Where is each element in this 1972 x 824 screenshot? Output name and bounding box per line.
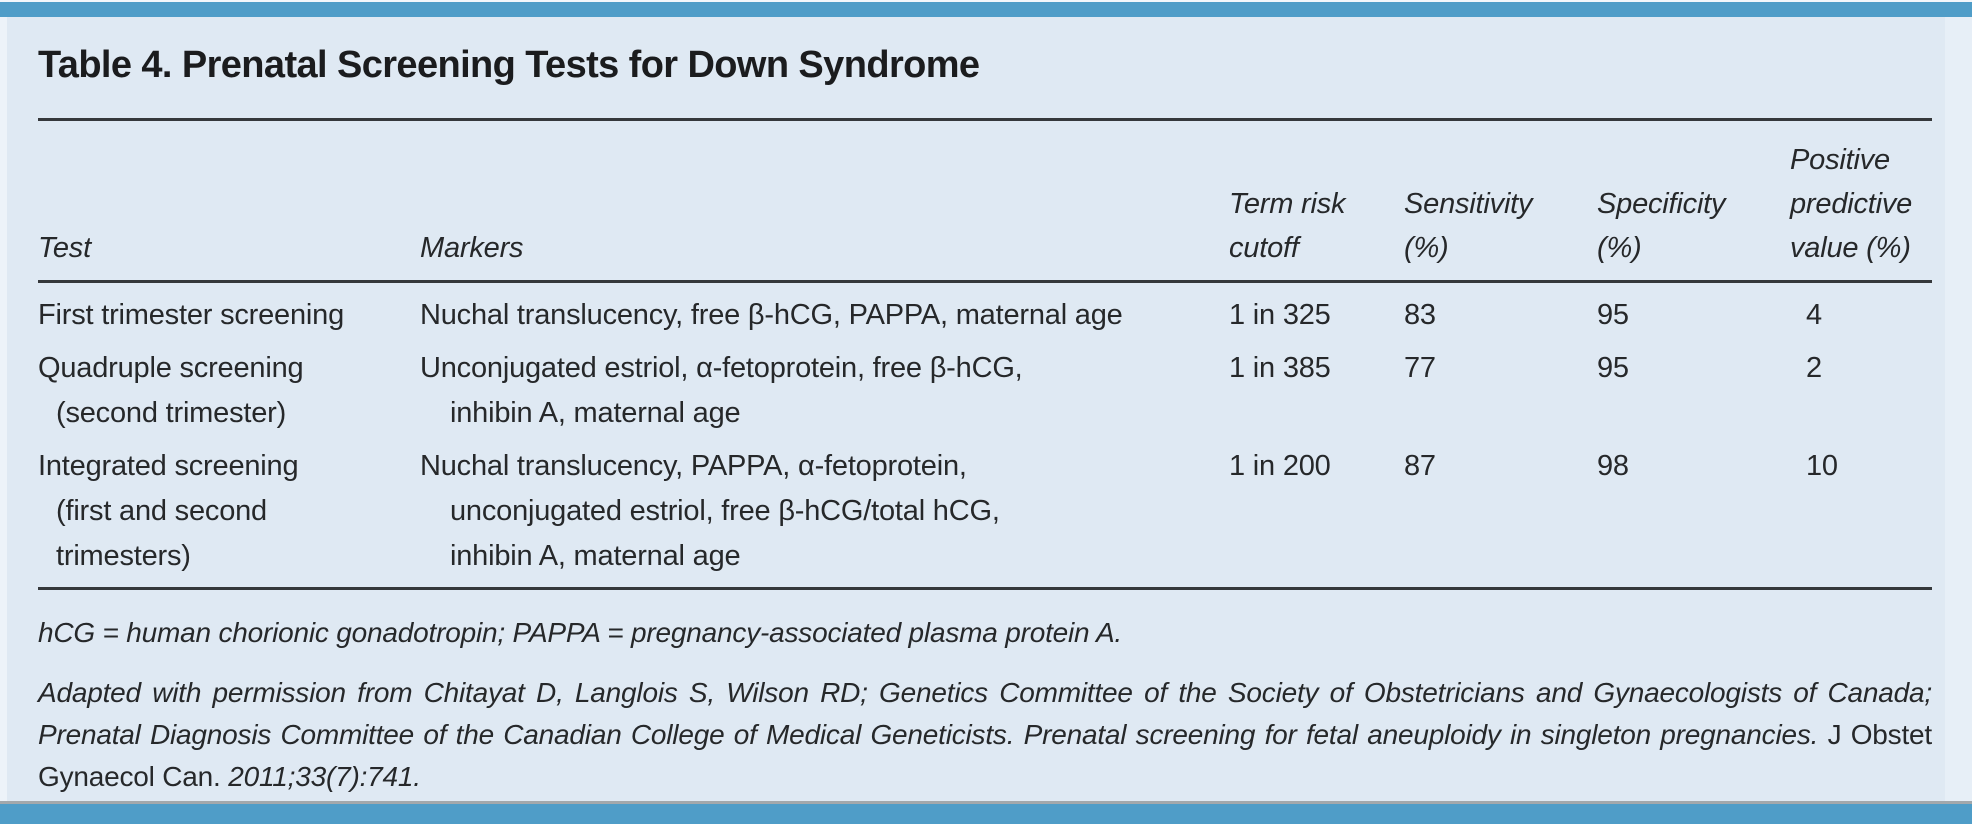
cell-ppv: 4 — [1806, 299, 1822, 331]
cell-specificity: 95 — [1597, 352, 1629, 384]
table-row: Quadruple screening (second trimester) U… — [38, 346, 1932, 436]
column-header-markers: Markers — [420, 232, 524, 264]
page-edge-left — [0, 17, 7, 801]
cell-test: Quadruple screening (second trimester) — [38, 352, 304, 429]
top-accent-bar — [0, 0, 1972, 17]
table-content: Table 4. Prenatal Screening Tests for Do… — [38, 44, 1932, 798]
table-body: First trimester screening Nuchal translu… — [38, 283, 1932, 587]
column-header-sensitivity: Sensitivity (%) — [1404, 188, 1533, 264]
footer-rule — [38, 587, 1932, 590]
citation-tail: 2011;33(7):741. — [228, 761, 421, 792]
cell-markers: Nuchal translucency, free β-hCG, PAPPA, … — [420, 299, 1123, 331]
column-header-test: Test — [38, 232, 91, 264]
column-header-ppv: Positive predictive value (%) — [1790, 144, 1913, 264]
column-header-specificity: Specificity (%) — [1597, 188, 1726, 264]
cell-cutoff: 1 in 325 — [1229, 299, 1331, 331]
abbreviations-footnote: hCG = human chorionic gonadotropin; PAPP… — [38, 617, 1123, 648]
cell-test: First trimester screening — [38, 299, 345, 331]
cell-specificity: 98 — [1597, 450, 1629, 482]
table-row: Integrated screening (first and second t… — [38, 444, 1932, 579]
cell-ppv: 2 — [1806, 352, 1822, 384]
cell-sensitivity: 87 — [1404, 450, 1436, 482]
citation-text: Adapted with permission from Chitayat D,… — [38, 677, 1932, 750]
table-header-row: Test Markers Term risk cutoff Sensitivit… — [38, 121, 1932, 280]
table-title: Table 4. Prenatal Screening Tests for Do… — [38, 44, 980, 86]
cell-ppv: 10 — [1806, 450, 1838, 482]
cell-sensitivity: 77 — [1404, 352, 1436, 384]
page-edge-right — [1945, 17, 1972, 801]
table-row: First trimester screening Nuchal translu… — [38, 293, 1932, 338]
citation-footnote: Adapted with permission from Chitayat D,… — [38, 672, 1932, 798]
cell-test: Integrated screening (first and second t… — [38, 450, 299, 572]
cell-markers: Nuchal translucency, PAPPA, α-fetoprotei… — [420, 450, 1000, 572]
citation-journal: J Obstet Gynaecol Can. — [38, 719, 1932, 792]
bottom-accent-bar — [0, 801, 1972, 824]
cell-sensitivity: 83 — [1404, 299, 1436, 331]
column-header-term-risk-cutoff: Term risk cutoff — [1229, 188, 1346, 264]
title-rule — [38, 118, 1932, 121]
header-rule — [38, 280, 1932, 283]
cell-specificity: 95 — [1597, 299, 1629, 331]
cell-markers: Unconjugated estriol, α-fetoprotein, fre… — [420, 352, 1023, 429]
cell-cutoff: 1 in 200 — [1229, 450, 1331, 482]
cell-cutoff: 1 in 385 — [1229, 352, 1331, 384]
